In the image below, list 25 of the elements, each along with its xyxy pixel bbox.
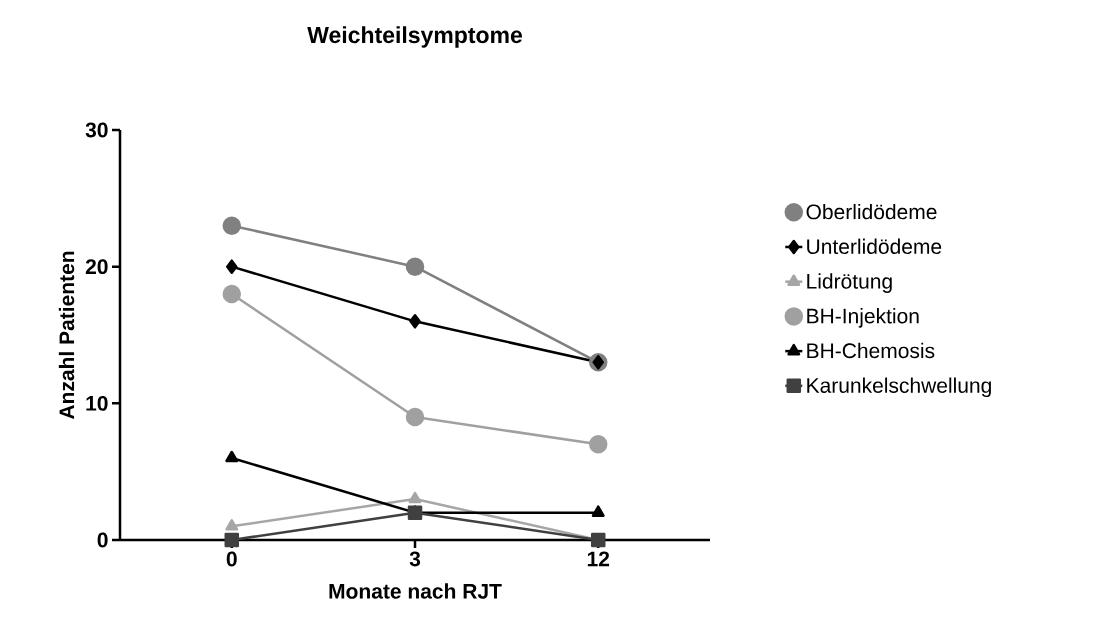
x-axis-title: Monate nach RJT xyxy=(329,583,502,599)
point xyxy=(222,284,242,304)
y-axis-title: Anzahl Patienten xyxy=(58,251,75,420)
point xyxy=(409,314,421,329)
y-tick-label: 0 xyxy=(97,532,108,548)
point xyxy=(592,355,604,370)
legend-label: Unterlidödeme xyxy=(807,238,942,255)
legend-label: Lidrötung xyxy=(807,273,892,293)
x-tick-label: 3 xyxy=(409,551,421,567)
y-tick-label: 20 xyxy=(85,259,108,275)
point xyxy=(222,216,242,235)
chart-title: Weichteilsymptome xyxy=(307,26,523,48)
point xyxy=(405,407,425,427)
point xyxy=(588,435,608,454)
legend-label: BH-Chemosis xyxy=(807,342,935,359)
y-tick-label: 10 xyxy=(86,395,108,411)
x-tick-label: 12 xyxy=(587,551,610,567)
legend-label: Karunkelschwellung xyxy=(807,377,991,398)
legend-label: Oberlidödeme xyxy=(806,203,937,220)
point xyxy=(405,257,425,276)
x-tick-label: 0 xyxy=(226,551,237,567)
point xyxy=(224,532,240,548)
point xyxy=(226,259,238,274)
legend-label: BH-Injektion xyxy=(807,308,919,328)
y-tick-label: 30 xyxy=(85,122,108,138)
